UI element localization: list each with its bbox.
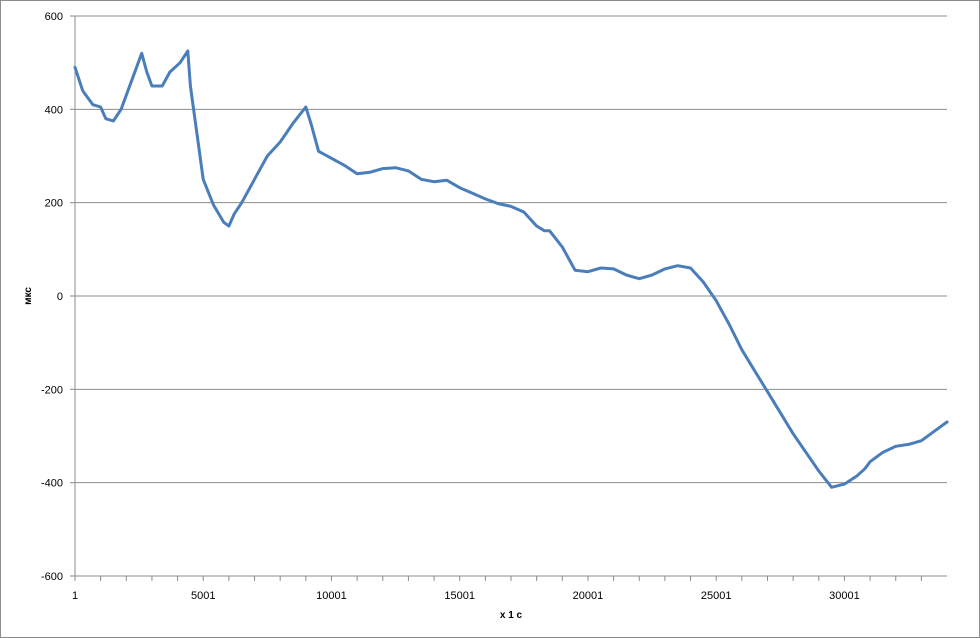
series-line	[73, 49, 949, 489]
y-tick-label: 200	[45, 198, 63, 210]
y-tick-label: 600	[45, 11, 63, 23]
y-axis-title: мкс	[23, 287, 34, 305]
x-tick-label: 30001	[829, 590, 860, 602]
y-tick-label: -600	[41, 571, 63, 583]
y-tick-label: -400	[41, 478, 63, 490]
y-tick-label: 0	[57, 291, 63, 303]
x-tick-label: 25001	[701, 590, 732, 602]
x-axis-title: x 1 c	[500, 610, 523, 621]
y-tick-label: -200	[41, 384, 63, 396]
y-tick-labels: 600 400 200 0 -200 -400 -600	[41, 11, 75, 583]
x-tick-label: 5001	[191, 590, 215, 602]
x-tick-label: 15001	[444, 590, 475, 602]
x-tick-label: 10001	[316, 590, 347, 602]
x-tick-label: 20001	[573, 590, 604, 602]
x-tick-labels: 1 5001 10001 15001 20001 25001 30001	[72, 590, 860, 602]
x-tick-label: 1	[72, 590, 78, 602]
x-minor-ticks	[74, 576, 922, 581]
gridlines	[75, 15, 947, 577]
y-tick-label: 400	[45, 104, 63, 116]
